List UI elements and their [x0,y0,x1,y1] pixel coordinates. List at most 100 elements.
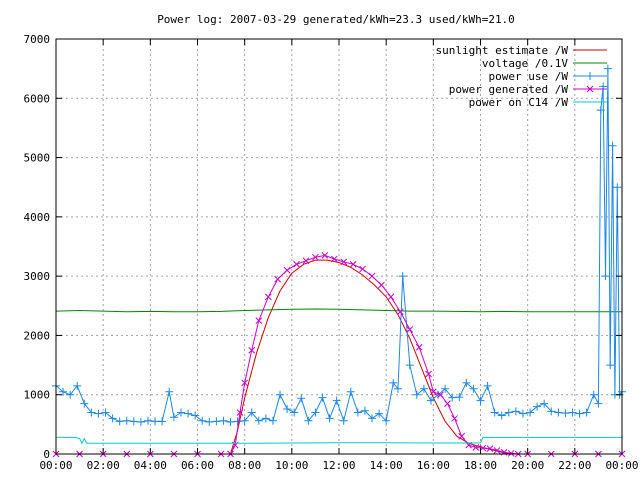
x-tick-label: 00:00 [39,459,72,472]
data-point [219,416,228,425]
data-point [59,387,68,396]
data-point [606,361,615,370]
data-point [151,417,160,426]
series-line-1 [56,259,622,455]
data-point [507,450,515,457]
y-tick-label: 1000 [24,389,51,402]
data-point [425,370,432,378]
data-point [349,260,357,268]
data-point [115,417,124,426]
data-point [340,258,348,266]
y-tick-label: 7000 [24,33,51,46]
data-point [169,413,178,422]
legend-marker [586,72,594,80]
data-point [87,408,96,417]
legend-marker [586,85,594,93]
y-tick-label: 0 [43,448,50,461]
data-point [426,396,435,405]
data-point [378,281,385,289]
data-point [339,416,348,425]
x-tick-label: 10:00 [275,459,308,472]
data-point [497,411,506,420]
y-tick-label: 4000 [24,211,51,224]
data-point [254,416,263,425]
data-point [389,378,398,387]
data-point [101,408,110,417]
data-point [451,415,458,422]
legend-label: voltage /0.1V [482,57,568,70]
data-point [205,417,214,426]
data-point [276,390,285,399]
data-point [283,266,291,274]
data-point [493,447,501,454]
x-tick-label: 04:00 [134,459,167,472]
data-point [191,411,200,420]
data-point [486,445,494,453]
data-point [437,391,444,399]
data-point [375,409,384,418]
data-point [603,64,612,73]
data-point [158,417,167,426]
data-point [561,409,570,418]
data-point [429,388,437,396]
data-point [419,384,428,393]
data-point [526,408,535,417]
data-point [212,417,221,426]
data-point [511,407,520,416]
data-point [393,384,402,393]
data-point [412,390,421,399]
data-point [405,361,414,370]
data-point [122,416,131,425]
data-point [472,444,480,451]
y-tick-label: 2000 [24,329,51,342]
data-point [448,393,457,402]
data-point [136,417,145,426]
chart-title: Power log: 2007-03-29 generated/kWh=23.3… [157,13,515,26]
data-point [575,409,584,418]
data-point [504,408,513,417]
data-point [547,407,556,416]
series-line-2 [55,308,622,313]
data-point [143,416,152,425]
x-tick-label: 18:00 [464,459,497,472]
data-point [406,326,414,333]
data-point [283,404,292,413]
data-point [297,394,306,403]
axis-ticks: 00:00 02:00 04:00 06:00 08:00 10:00 12:00 14:00… [24,33,639,472]
x-tick-label: 00:00 [605,459,638,472]
legend-label: power generated /W [449,83,569,96]
legend-label: power on C14 /W [469,96,569,109]
series-layer [52,64,626,458]
data-point [165,387,174,396]
data-point [325,414,334,423]
data-point [321,252,329,259]
data-point [462,378,471,387]
series-line-5 [56,436,622,445]
data-point [198,416,207,425]
data-point [184,409,193,418]
data-point [360,406,369,415]
data-point [108,414,117,423]
x-tick-label: 02:00 [87,459,120,472]
data-point [247,408,256,417]
data-point [359,265,366,273]
data-point [596,106,605,115]
data-point [129,417,138,426]
data-point [233,417,242,426]
y-tick-label: 5000 [24,152,51,165]
data-point [241,379,249,387]
data-point [601,272,610,281]
x-tick-label: 20:00 [511,459,544,472]
data-point [540,399,549,408]
x-tick-label: 16:00 [417,459,450,472]
data-point [387,293,395,301]
legend-label: sunlight estimate /W [436,44,569,57]
data-point [518,409,527,418]
data-point [73,381,82,390]
data-point [441,384,450,393]
data-point [382,416,391,425]
data-point [226,417,235,426]
data-point [268,416,277,425]
